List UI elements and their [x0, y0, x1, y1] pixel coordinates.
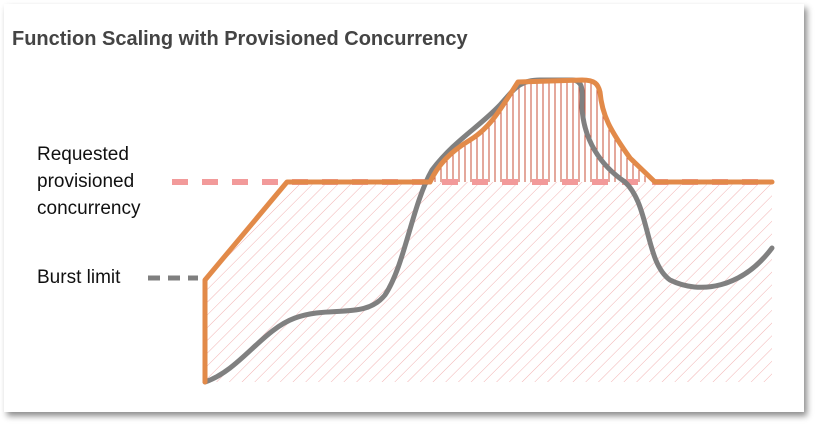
requested-label-line-3: concurrency	[37, 198, 141, 219]
burst-scaling-vertical-hatched-area	[430, 80, 650, 182]
diagram-title: Function Scaling with Provisioned Concur…	[12, 28, 468, 50]
requested-provisioned-concurrency-label: Requested provisioned concurrency	[37, 141, 141, 222]
burst-limit-label: Burst limit	[37, 267, 121, 288]
requested-label-line-2: provisioned	[37, 171, 135, 192]
concurrency-scaling-line	[202, 77, 775, 385]
requested-label-line-1: Requested	[37, 144, 129, 165]
provisioned-capacity-hatched-area	[205, 182, 772, 382]
